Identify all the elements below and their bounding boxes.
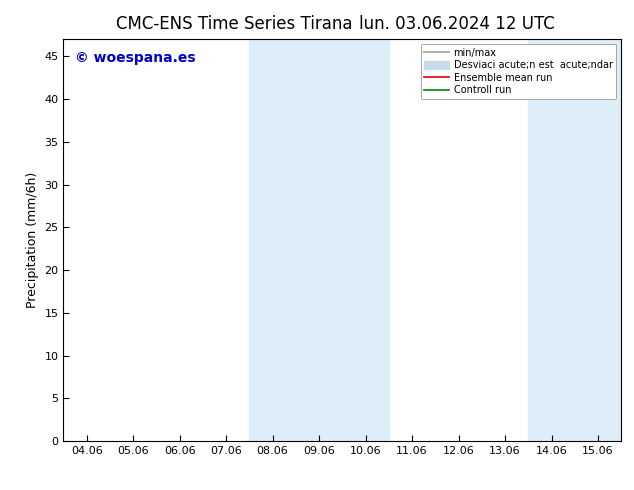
Bar [249,39,389,441]
Bar [528,39,621,441]
Text: lun. 03.06.2024 12 UTC: lun. 03.06.2024 12 UTC [359,15,554,33]
Legend: min/max, Desviaci acute;n est  acute;ndar, Ensemble mean run, Controll run: min/max, Desviaci acute;n est acute;ndar… [420,44,616,99]
Y-axis label: Precipitation (mm/6h): Precipitation (mm/6h) [26,172,39,308]
Text: © woespana.es: © woespana.es [75,51,195,65]
Text: CMC-ENS Time Series Tirana: CMC-ENS Time Series Tirana [116,15,353,33]
